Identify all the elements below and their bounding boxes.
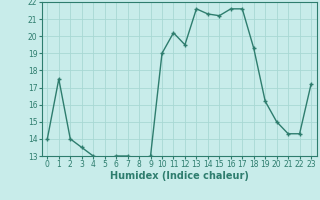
X-axis label: Humidex (Indice chaleur): Humidex (Indice chaleur) xyxy=(110,171,249,181)
